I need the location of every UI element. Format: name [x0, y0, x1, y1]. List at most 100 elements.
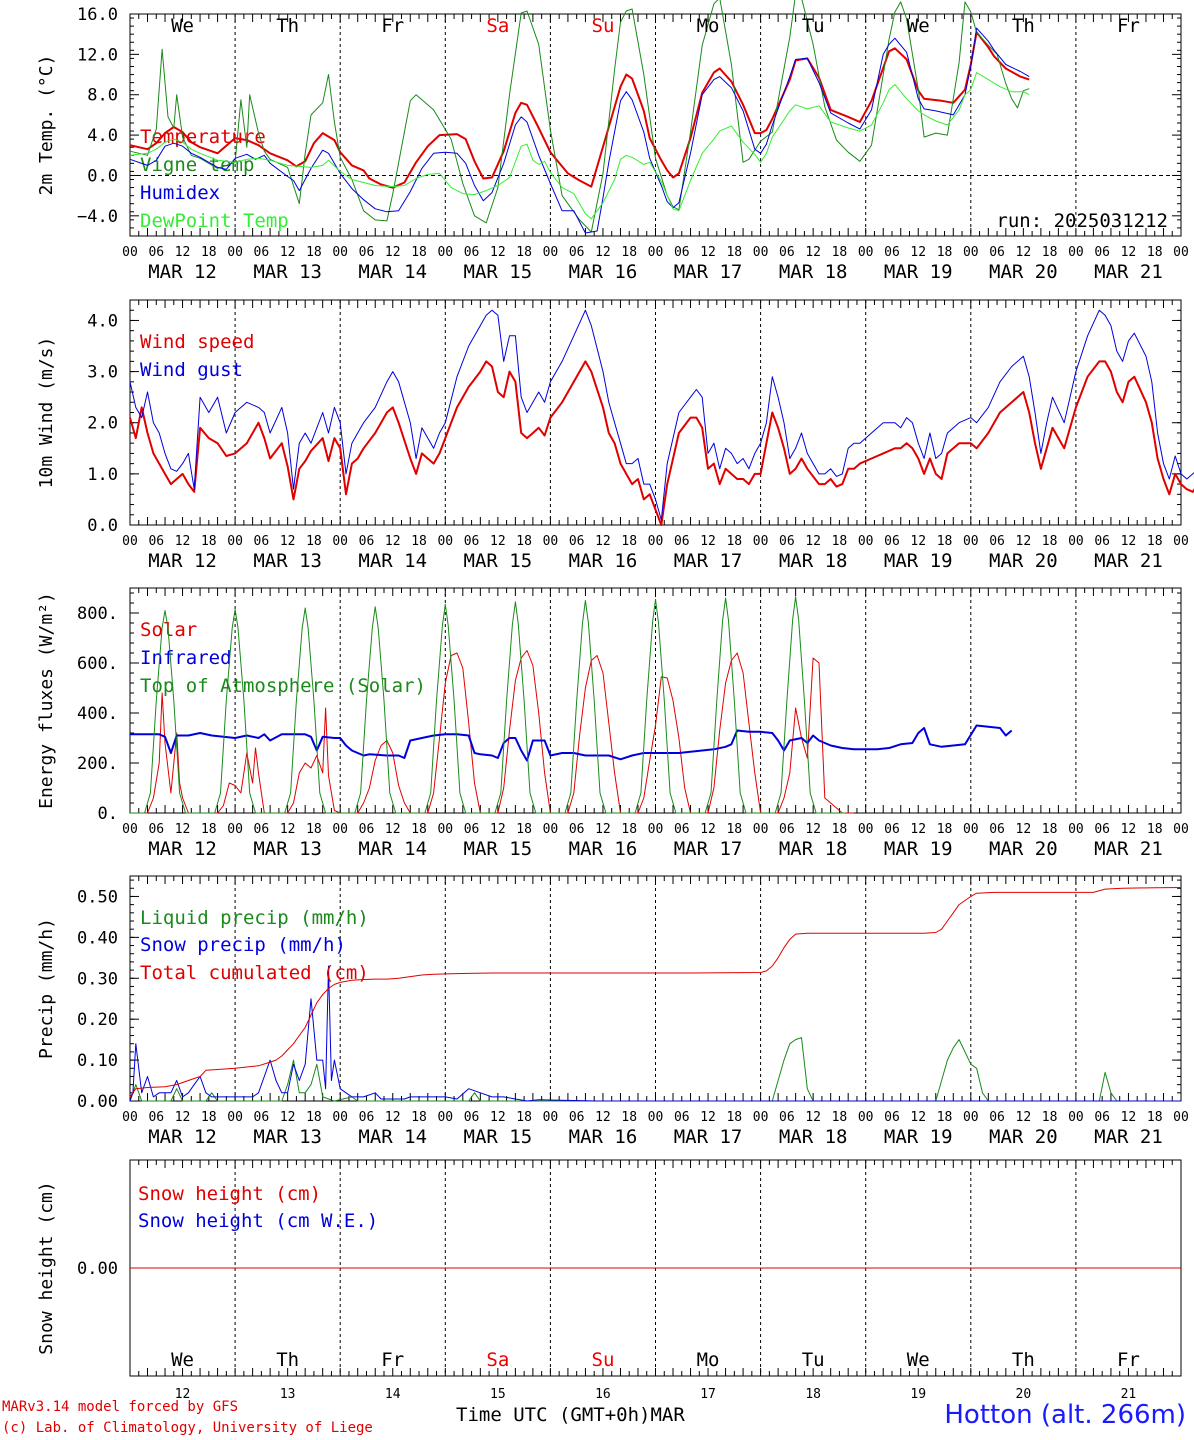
hour-label: 18	[201, 822, 217, 837]
date-label: MAR 16	[569, 550, 638, 572]
hour-label: 06	[569, 822, 585, 837]
panel-frame	[129, 587, 1182, 814]
day-label: Th	[276, 15, 299, 37]
hour-label: 06	[989, 822, 1005, 837]
x-axis-title: Time UTC (GMT+0h)MAR	[456, 1404, 685, 1426]
hour-label: 00	[227, 822, 243, 837]
day-label: Sa	[486, 15, 509, 37]
hour-label: 06	[148, 1110, 164, 1125]
day-label: Mo	[697, 1349, 720, 1371]
date-label: MAR 18	[779, 838, 848, 860]
hour-label: 06	[569, 534, 585, 549]
hour-label: 12	[700, 1110, 716, 1125]
hour-label: 18	[1147, 534, 1163, 549]
hour-label: 00	[227, 245, 243, 260]
hour-label: 12	[385, 245, 401, 260]
series-line	[130, 724, 1013, 762]
hour-label: 06	[1094, 245, 1110, 260]
hour-label: 00	[858, 1110, 874, 1125]
hour-label: 18	[726, 245, 742, 260]
hour-label: 12	[280, 534, 296, 549]
y-axis-label: Precip (mm/h)	[36, 918, 57, 1059]
hour-label: 06	[254, 1110, 270, 1125]
date-label: MAR 14	[358, 261, 427, 283]
hour-label: 00	[122, 534, 138, 549]
hour-label: 18	[937, 1110, 953, 1125]
legend-entry: Snow precip (mm/h)	[140, 934, 346, 956]
hour-label: 12	[175, 245, 191, 260]
hour-label: 06	[148, 822, 164, 837]
hour-label: 18	[516, 534, 532, 549]
day-label: Th	[1012, 1349, 1035, 1371]
hour-label: 12	[805, 245, 821, 260]
date-label: MAR 18	[779, 550, 848, 572]
date-label: MAR 17	[674, 838, 743, 860]
hour-label: 18	[516, 1110, 532, 1125]
hour-label: 12	[280, 822, 296, 837]
hour-label: 18	[621, 245, 637, 260]
date-label: MAR 16	[569, 1126, 638, 1148]
day-label: We	[907, 1349, 930, 1371]
hour-label: 18	[1042, 1110, 1058, 1125]
hour-label: 18	[832, 1110, 848, 1125]
hour-label: 18	[1147, 1110, 1163, 1125]
hour-label: 12	[490, 1110, 506, 1125]
day-number-label: 13	[280, 1387, 296, 1400]
hour-label: 06	[148, 534, 164, 549]
hour-label: 12	[490, 245, 506, 260]
hour-label: 12	[175, 1110, 191, 1125]
legend-entry: Snow height (cm)	[138, 1183, 321, 1205]
hour-label: 06	[359, 534, 375, 549]
hour-label: 12	[595, 534, 611, 549]
hour-label: 00	[858, 534, 874, 549]
date-label: MAR 21	[1094, 838, 1163, 860]
copyright-credit: (c) Lab. of Climatology, University of L…	[2, 1420, 373, 1436]
hour-label: 12	[595, 245, 611, 260]
date-label: MAR 16	[569, 261, 638, 283]
day-number-label: 18	[805, 1387, 821, 1400]
hour-label: 06	[779, 534, 795, 549]
hour-label: 00	[437, 245, 453, 260]
y-tick-label: −4.0	[77, 207, 118, 227]
hour-label: 00	[543, 245, 559, 260]
hour-label: 00	[963, 822, 979, 837]
y-tick-label: 0.	[98, 804, 118, 824]
hour-label: 12	[700, 822, 716, 837]
y-axis-label: Energy fluxes (W/m²)	[36, 592, 57, 809]
date-label: MAR 16	[569, 838, 638, 860]
day-label: We	[171, 1349, 194, 1371]
hour-label: 00	[963, 245, 979, 260]
hour-label: 12	[1016, 534, 1032, 549]
hour-label: 00	[122, 245, 138, 260]
day-label: Th	[276, 1349, 299, 1371]
hour-label: 18	[1042, 534, 1058, 549]
hour-label: 18	[1147, 245, 1163, 260]
hour-label: 06	[884, 1110, 900, 1125]
hour-label: 06	[254, 534, 270, 549]
hour-label: 12	[805, 1110, 821, 1125]
hour-label: 12	[910, 1110, 926, 1125]
hour-label: 00	[543, 822, 559, 837]
hour-label: 00	[648, 822, 664, 837]
hour-label: 18	[621, 822, 637, 837]
date-label: MAR 13	[253, 838, 322, 860]
legend-entry: Total cumulated (cm)	[140, 962, 369, 984]
hour-label: 00	[648, 534, 664, 549]
date-label: MAR 15	[464, 838, 533, 860]
hour-label: 00	[122, 822, 138, 837]
hour-label: 00	[1068, 822, 1084, 837]
series-line	[130, 596, 846, 814]
hour-label: 12	[280, 1110, 296, 1125]
hour-label: 18	[411, 245, 427, 260]
panel-frame	[129, 299, 1182, 526]
hour-label: 00	[963, 1110, 979, 1125]
date-label: MAR 13	[253, 261, 322, 283]
series-line	[129, 0, 1030, 233]
day-label: Su	[592, 1349, 615, 1371]
y-tick-label: 400.	[77, 704, 118, 724]
date-label: MAR 19	[884, 550, 953, 572]
legend-entry: Wind speed	[140, 331, 254, 353]
y-tick-label: 4.0	[87, 126, 118, 146]
y-axis-label: Snow height (cm)	[36, 1181, 57, 1354]
